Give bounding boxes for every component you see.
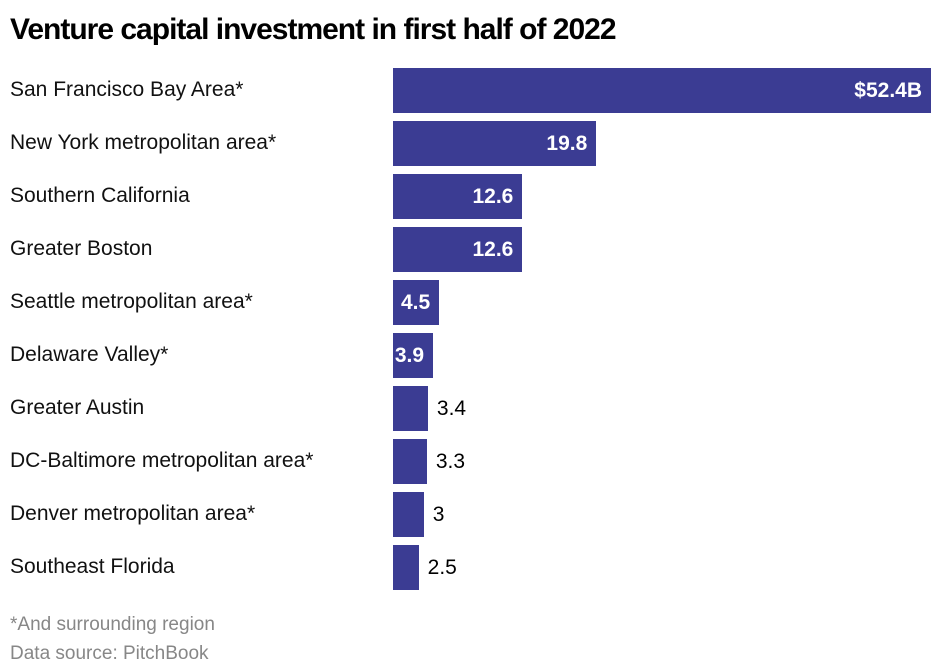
chart-row: DC-Baltimore metropolitan area* 3.3 bbox=[10, 435, 931, 488]
bar bbox=[393, 492, 424, 537]
bar-track: 2.5 bbox=[393, 545, 931, 590]
value-label: 19.8 bbox=[546, 131, 588, 155]
bar-track: 3.3 bbox=[393, 439, 931, 484]
value-label: 2.5 bbox=[427, 555, 457, 579]
chart-footnote: *And surrounding region bbox=[10, 614, 215, 635]
bar: 12.6 bbox=[393, 227, 523, 272]
chart-row: Greater Boston 12.6 bbox=[10, 223, 931, 276]
bar-track: 3.9 bbox=[393, 333, 931, 378]
chart-row: Denver metropolitan area* 3 bbox=[10, 488, 931, 541]
bar: 3.9 bbox=[393, 333, 434, 378]
category-label: Greater Boston bbox=[10, 237, 153, 261]
value-label: $52.4B bbox=[854, 78, 922, 102]
category-label: Greater Austin bbox=[10, 396, 145, 420]
bar-track: 3 bbox=[393, 492, 931, 537]
bar bbox=[393, 386, 428, 431]
bar: 19.8 bbox=[393, 121, 597, 166]
bar: $52.4B bbox=[393, 68, 931, 113]
bar-track: 19.8 bbox=[393, 121, 931, 166]
category-label: Denver metropolitan area* bbox=[10, 502, 256, 526]
category-label: New York metropolitan area* bbox=[10, 131, 277, 155]
value-label: 3.4 bbox=[436, 396, 467, 420]
value-label: 3.9 bbox=[394, 343, 425, 367]
chart-row: New York metropolitan area* 19.8 bbox=[10, 117, 931, 170]
value-label: 12.6 bbox=[472, 184, 514, 208]
data-source: Data source: PitchBook bbox=[10, 643, 209, 664]
chart-row: San Francisco Bay Area* $52.4B bbox=[10, 64, 931, 117]
bar: 12.6 bbox=[393, 174, 523, 219]
bar-track: $52.4B bbox=[393, 68, 931, 113]
category-label: Seattle metropolitan area* bbox=[10, 290, 253, 314]
category-label: Southern California bbox=[10, 184, 190, 208]
bar bbox=[393, 545, 419, 590]
bar: 4.5 bbox=[393, 280, 440, 325]
chart-footer: *And surrounding region Data source: Pit… bbox=[10, 610, 931, 668]
chart-row: Greater Austin 3.4 bbox=[10, 382, 931, 435]
value-label: 4.5 bbox=[400, 290, 431, 314]
category-label: Southeast Florida bbox=[10, 555, 175, 579]
category-label: DC-Baltimore metropolitan area* bbox=[10, 449, 314, 473]
bar-track: 12.6 bbox=[393, 174, 931, 219]
chart-row: Southeast Florida 2.5 bbox=[10, 541, 931, 594]
value-label: 3.3 bbox=[435, 449, 466, 473]
bar-track: 4.5 bbox=[393, 280, 931, 325]
chart-row: Seattle metropolitan area* 4.5 bbox=[10, 276, 931, 329]
chart-row: Delaware Valley* 3.9 bbox=[10, 329, 931, 382]
bar-track: 3.4 bbox=[393, 386, 931, 431]
bar-track: 12.6 bbox=[393, 227, 931, 272]
category-label: Delaware Valley* bbox=[10, 343, 169, 367]
bar-chart: San Francisco Bay Area* $52.4B New York me… bbox=[10, 64, 931, 594]
chart-title: Venture capital investment in first half… bbox=[10, 13, 617, 46]
chart-row: Southern California 12.6 bbox=[10, 170, 931, 223]
value-label: 3 bbox=[432, 502, 445, 526]
value-label: 12.6 bbox=[472, 237, 514, 261]
bar bbox=[393, 439, 427, 484]
category-label: San Francisco Bay Area* bbox=[10, 78, 244, 102]
